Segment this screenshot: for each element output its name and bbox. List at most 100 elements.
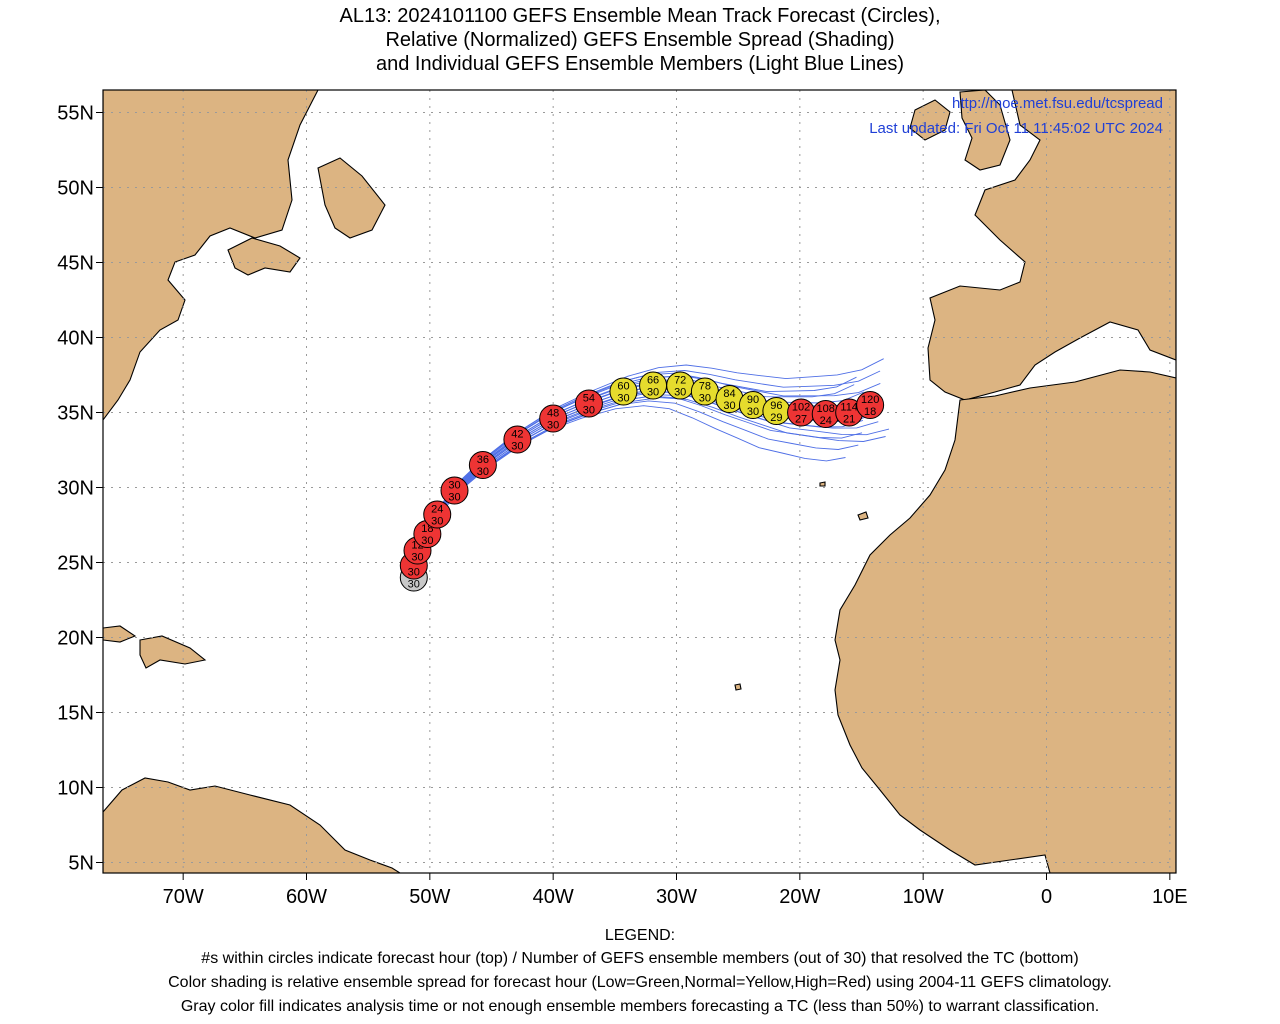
last-updated: Last updated: Fri Oct 11 11:45:02 UTC 20…: [869, 120, 1163, 137]
africa-land: [834, 369, 1176, 873]
member-count-label: 30: [431, 516, 443, 528]
map-title-line-3: and Individual GEFS Ensemble Members (Li…: [375, 53, 905, 75]
member-count-label: 30: [477, 466, 489, 478]
member-count-label: 30: [723, 400, 735, 412]
forecast-hour-label: 54: [583, 393, 595, 405]
lat-label: 15N: [57, 703, 94, 725]
legend-line-circles: #s within circles indicate forecast hour…: [201, 950, 1079, 967]
forecast-hour-label: 90: [747, 394, 759, 406]
lat-label: 40N: [57, 328, 94, 350]
track-circle: [574, 389, 603, 418]
great-britain-land: [959, 90, 1011, 171]
lon-label: 70W: [163, 886, 204, 908]
track-circles: 0306301230183024303030363042304830543060…: [399, 371, 885, 592]
lon-label: 20W: [779, 886, 820, 908]
lat-label: 25N: [57, 553, 94, 575]
forecast-hour-label: 108: [817, 403, 835, 415]
member-count-label: 27: [795, 414, 807, 426]
member-count-label: 30: [583, 405, 595, 417]
lat-label: 30N: [57, 478, 94, 500]
south-america-land: [103, 777, 402, 873]
forecast-hour-label: 120: [861, 394, 879, 406]
member-count-label: 18: [864, 406, 876, 418]
forecast-hour-label: 114: [840, 402, 858, 414]
lat-label: 20N: [57, 628, 94, 650]
lon-label: 0: [1041, 886, 1052, 908]
forecast-hour-label: 30: [448, 480, 460, 492]
map-title-line-1: AL13: 2024101100 GEFS Ensemble Mean Trac…: [339, 5, 941, 27]
north-america-land: [103, 90, 319, 421]
lon-label: 40W: [533, 886, 574, 908]
member-count-label: 30: [547, 420, 559, 432]
forecast-hour-label: 24: [431, 504, 443, 516]
track-circle: [856, 391, 885, 419]
latitude-axis: 55N 50N 45N 40N 35N 30N 25N 20N 15N 10N 5N: [57, 103, 103, 875]
canary-islands-land: [857, 511, 869, 521]
europe-land: [927, 90, 1176, 401]
member-count-label: 30: [617, 393, 629, 405]
track-circle: [423, 500, 452, 529]
member-count-label: 29: [770, 412, 782, 424]
legend-heading: LEGEND:: [604, 927, 676, 944]
member-count-label: 30: [408, 567, 420, 579]
lat-label: 50N: [57, 178, 94, 200]
member-count-label: 24: [820, 415, 832, 427]
member-count-label: 30: [699, 393, 711, 405]
track-circle: [539, 404, 568, 433]
member-count-label: 30: [511, 441, 523, 453]
british-isles-land: [909, 99, 951, 141]
lon-label: 50W: [409, 886, 450, 908]
cape-verde-land: [734, 683, 742, 691]
lon-label: 10W: [903, 886, 944, 908]
nova-scotia-land: [227, 237, 301, 276]
lon-label: 60W: [286, 886, 327, 908]
longitude-axis: 70W 60W 50W 40W 30W 20W 10W 0 10E: [163, 873, 1188, 908]
lat-label: 55N: [57, 103, 94, 125]
forecast-hour-label: 102: [792, 402, 810, 414]
legend-line-gray: Gray color fill indicates analysis time …: [180, 998, 1100, 1015]
track-circle: [609, 377, 638, 406]
forecast-hour-label: 36: [477, 454, 489, 466]
map-frame: [102, 89, 1177, 874]
forecast-hour-label: 42: [511, 429, 523, 441]
member-count-label: 21: [843, 414, 855, 426]
forecast-hour-label: 84: [723, 388, 735, 400]
lat-label: 5N: [68, 853, 94, 875]
lat-label: 45N: [57, 253, 94, 275]
newfoundland-land: [317, 157, 386, 239]
track-circle: [503, 425, 532, 454]
member-count-label: 30: [647, 387, 659, 399]
member-count-label: 30: [448, 492, 460, 504]
forecast-hour-label: 96: [770, 400, 782, 412]
member-count-label: 30: [674, 387, 686, 399]
forecast-hour-label: 60: [617, 381, 629, 393]
madeira-land: [819, 481, 826, 487]
member-count-label: 30: [747, 406, 759, 418]
grid-lines: [103, 90, 1176, 873]
source-url[interactable]: http://moe.met.fsu.edu/tcspread: [952, 95, 1163, 112]
forecast-hour-label: 72: [674, 375, 686, 387]
member-count-label: 30: [408, 579, 420, 591]
forecast-hour-label: 48: [547, 408, 559, 420]
hispaniola-land: [139, 635, 207, 669]
track-map: 0306301230183024303030363042304830543060…: [57, 89, 1188, 908]
forecast-hour-label: 78: [699, 381, 711, 393]
track-circle: [440, 476, 469, 505]
track-circle: [468, 451, 497, 479]
member-count-label: 30: [411, 552, 423, 564]
